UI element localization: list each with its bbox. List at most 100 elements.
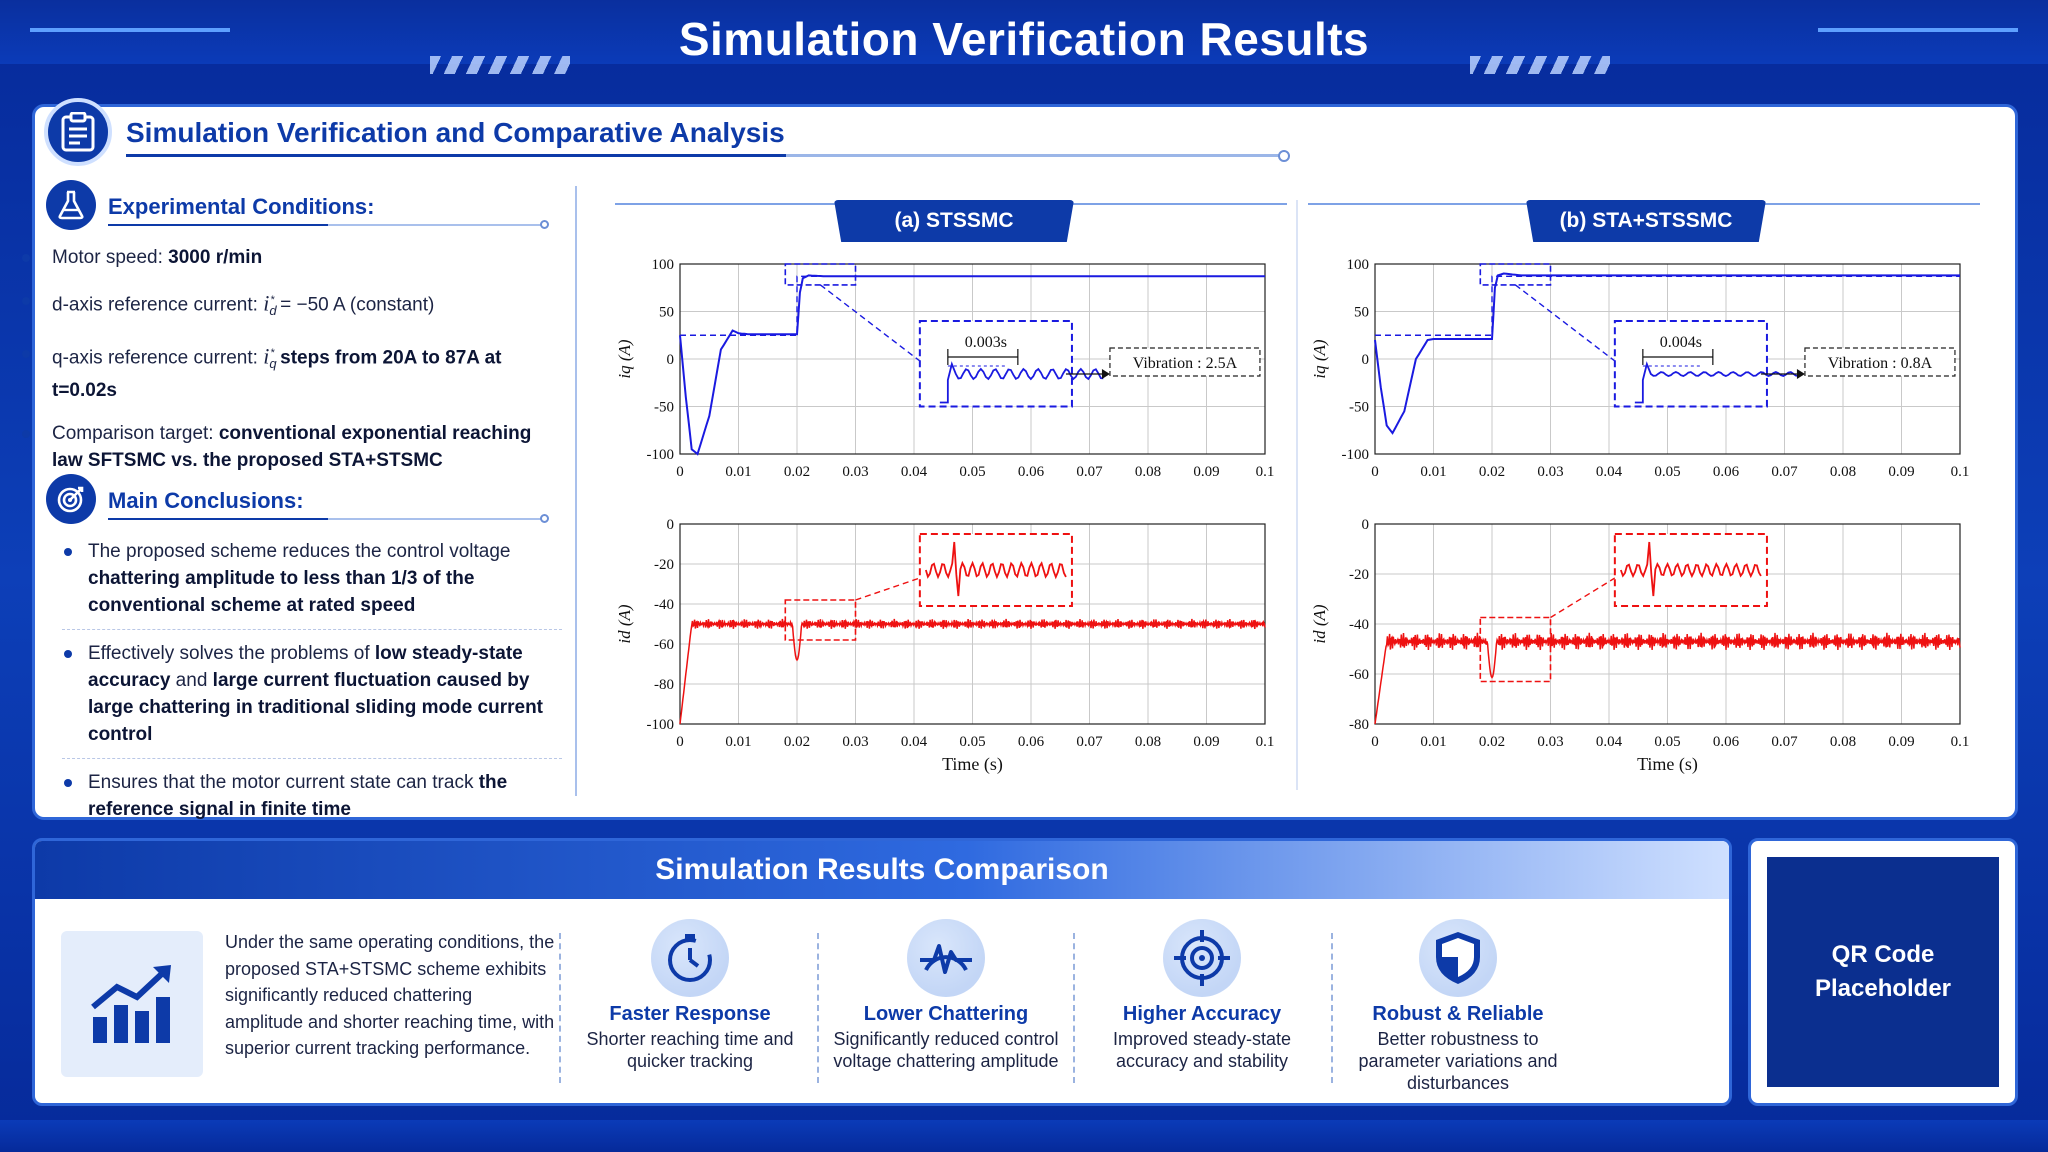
y-tick-label: -40 [1349,617,1369,633]
series-trace [679,618,1266,725]
x-tick-label: 0.06 [1713,734,1740,750]
zoom-source-box [1479,616,1552,683]
series-trace [1374,272,1960,435]
tab-chart-b: (b) STA+STSSMC [1526,200,1766,242]
y-tick-label: -60 [654,637,674,653]
header-accent-left [30,28,230,32]
condition-item: Comparison target: conventional exponent… [20,420,540,474]
x-tick-label: 0 [676,734,684,750]
separator [817,933,819,1083]
feature-higher-accuracy: Higher Accuracy Improved steady-state ac… [1082,919,1322,1072]
comparison-panel: Simulation Results Comparison Under the … [32,838,1732,1106]
header-band [0,0,2048,64]
clipboard-icon [44,98,112,166]
section-title-dot [1278,150,1290,162]
delay-label: 0.003s [965,334,1007,351]
plot-frame [1374,263,1961,455]
x-tick-label: 0.04 [901,734,928,750]
zoom-inset-box [918,320,1073,408]
x-tick-label: 0.07 [1076,464,1103,480]
page-title: Simulation Verification Results [678,13,1370,65]
x-tick-label: 0.09 [1193,464,1219,480]
y-tick-label: 0 [1362,517,1370,533]
x-tick-label: 0.09 [1888,734,1914,750]
header-stripes-right [1470,56,1610,74]
growth-chart-icon [61,931,203,1077]
x-tick-label: 0.1 [1951,734,1970,750]
separator [1331,933,1333,1083]
condition-item: q-axis reference current: iq* steps from… [20,340,540,404]
zoom-inset-trace [1620,541,1762,597]
chart-iq-sta-stssmc: 0 0.01 0.02 0.03 0.04 0.05 0.06 0.07 0.08 0.09 0.1… [1310,257,1969,480]
x-tick-label: 0.08 [1830,734,1856,750]
condition-item: Motor speed: 3000 r/min [20,244,540,271]
y-tick-label: -60 [1349,667,1369,683]
y-tick-label: 0 [1362,352,1370,368]
x-tick-label: 0.06 [1018,734,1045,750]
x-tick-label: 0.03 [1537,734,1563,750]
x-tick-label: 0.09 [1193,734,1219,750]
x-tick-label: 0 [1371,734,1379,750]
x-tick-label: 0.08 [1830,464,1856,480]
tab-chart-a: (a) STSSMC [834,200,1074,242]
x-tick-label: 0.03 [842,734,868,750]
chart-divider [1296,200,1298,790]
feature-faster-response: Faster Response Shorter reaching time an… [570,919,810,1072]
comparison-header [35,841,1729,899]
zoom-source-box [784,263,857,286]
x-tick-label: 0.04 [901,464,928,480]
y-tick-label: -80 [1349,717,1369,733]
zoom-inset-trace [924,541,1067,597]
x-tick-label: 0.01 [725,734,751,750]
x-tick-label: 0.05 [959,734,985,750]
feature-lower-chattering: Lower Chattering Significantly reduced c… [826,919,1066,1072]
y-tick-label: 50 [1354,305,1369,321]
y-tick-label: -100 [1342,447,1370,463]
x-tick-label: 0.02 [1479,734,1505,750]
y-tick-label: 100 [652,257,675,273]
plot-frame [679,263,1266,455]
x-tick-label: 0.1 [1256,734,1275,750]
plot-frame [1374,523,1961,725]
y-tick-label: -20 [654,557,674,573]
feature-title: Higher Accuracy [1122,1003,1282,1025]
x-tick-label: 0.1 [1256,464,1275,480]
target-icon [46,474,96,524]
x-tick-label: 0.02 [1479,464,1505,480]
zoom-connector [1514,284,1616,362]
conclusions-header: Main Conclusions: [46,474,566,530]
vibration-arrowhead [1796,369,1805,380]
x-tick-label: 0.08 [1135,464,1161,480]
feature-robust-reliable: Robust & Reliable Better robustness to p… [1338,919,1578,1094]
feature-title: Lower Chattering [863,1003,1029,1025]
conditions-underline [108,224,544,226]
conclusions-underline [108,518,544,520]
shield-icon [1419,919,1497,997]
conclusions-title: Main Conclusions: [108,488,304,513]
y-axis-label: id (A) [1310,604,1329,644]
y-tick-label: -50 [654,400,674,416]
x-tick-label: 0.07 [1076,734,1103,750]
conclusions-list: The proposed scheme reduces the control … [62,538,562,843]
y-tick-label: -80 [654,677,674,693]
x-tick-label: 0.02 [784,734,810,750]
y-tick-label: -100 [647,447,675,463]
zoom-connector [1550,577,1616,619]
feature-desc: Improved steady-state accuracy and stabi… [1112,1029,1292,1071]
y-tick-label: 50 [659,305,674,321]
conclusions-dot [540,514,549,523]
zoom-inset-box [1613,320,1768,408]
zoom-connector [855,577,921,601]
feature-title: Faster Response [609,1003,771,1025]
feature-desc: Better robustness to parameter variation… [1358,1029,1558,1093]
x-tick-label: 0.01 [725,464,751,480]
conditions-dot [540,220,549,229]
x-tick-label: 0.02 [784,464,810,480]
y-tick-label: -50 [1349,400,1369,416]
footer-band [0,1120,2048,1152]
zoom-connector [819,284,921,362]
column-divider [575,186,577,796]
x-tick-label: 0.05 [1654,464,1680,480]
header-accent-right [1818,28,2018,32]
delay-label: 0.004s [1660,334,1702,351]
